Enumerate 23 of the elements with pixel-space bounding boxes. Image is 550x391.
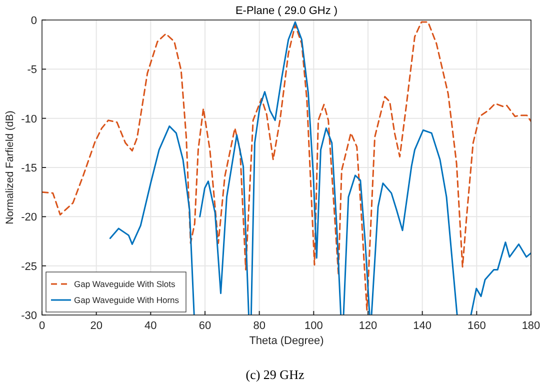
- y-tick-label: -30: [21, 310, 37, 322]
- x-tick-label: 20: [90, 320, 102, 332]
- x-axis-title: Theta (Degree): [249, 335, 324, 347]
- y-tick-label: -10: [21, 113, 37, 126]
- x-tick-label: 100: [304, 320, 323, 332]
- x-tick-label: 120: [358, 320, 378, 332]
- y-axis-title: Normalized Farfield (dB): [4, 110, 16, 224]
- y-tick-label: -20: [21, 212, 37, 224]
- x-tick-label: 180: [522, 320, 540, 332]
- x-tick-label: 80: [253, 320, 266, 332]
- legend-label: Gap Waveguide With Horns: [74, 295, 180, 305]
- chart-title: E-Plane ( 29.0 GHz ): [235, 5, 338, 17]
- y-tick-label: 0: [30, 15, 37, 27]
- x-tick-label: 40: [144, 320, 157, 332]
- y-tick-label: -25: [21, 260, 37, 273]
- y-tick-label: -15: [21, 162, 37, 174]
- legend-label: Gap Waveguide With Slots: [74, 279, 176, 289]
- x-tick-label: 160: [467, 320, 486, 332]
- x-tick-label: 60: [198, 320, 212, 332]
- text: (c) 29 GHz: [246, 367, 304, 382]
- x-tick-label: 0: [38, 320, 46, 332]
- x-tick-label: 140: [413, 320, 432, 332]
- y-tick-label: -5: [27, 64, 37, 76]
